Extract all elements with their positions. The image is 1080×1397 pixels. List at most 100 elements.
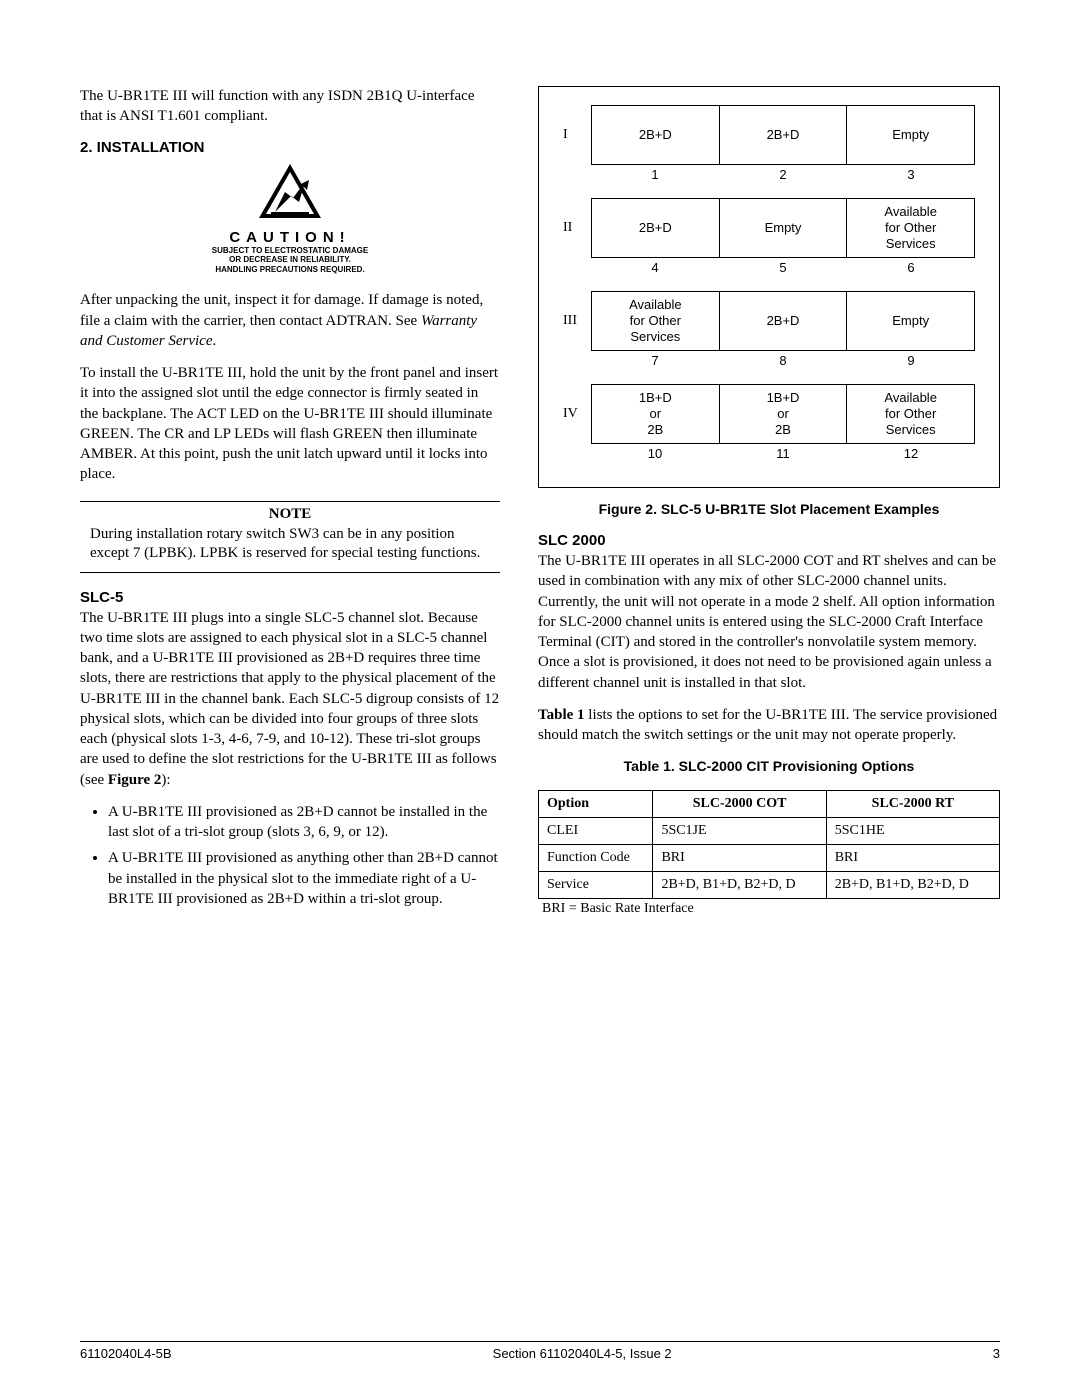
- slot-number: 1: [591, 165, 719, 182]
- table-row: CLEI5SC1JE5SC1HE: [539, 817, 1000, 844]
- document-page: The U-BR1TE III will function with any I…: [0, 0, 1080, 1397]
- footer-section: Section 61102040L4-5, Issue 2: [493, 1346, 672, 1361]
- table-cell: BRI: [826, 844, 999, 871]
- table-1-ref: Table 1: [538, 707, 585, 723]
- slot-cell: Availablefor OtherServices: [847, 199, 974, 257]
- caution-block: CAUTION! SUBJECT TO ELECTROSTATIC DAMAGE…: [80, 162, 500, 275]
- after-unpack-text-b: .: [212, 333, 216, 349]
- slc5-paragraph: The U-BR1TE III plugs into a single SLC-…: [80, 608, 500, 790]
- table-1-intro: Table 1 lists the options to set for the…: [538, 705, 1000, 746]
- slot-cell: Empty: [847, 292, 974, 350]
- slot-row: IV1B+Dor2B1B+Dor2BAvailablefor OtherServ…: [563, 384, 975, 444]
- slot-cell: 1B+Dor2B: [592, 385, 720, 443]
- slot-cell: 2B+D: [592, 199, 720, 257]
- slot-row: I2B+D2B+DEmpty: [563, 105, 975, 165]
- table-cell: Service: [539, 871, 653, 898]
- slot-group: IV1B+Dor2B1B+Dor2BAvailablefor OtherServ…: [563, 384, 975, 461]
- table-header: Option: [539, 790, 653, 817]
- slot-number: 3: [847, 165, 975, 182]
- slot-cell: Availablefor OtherServices: [592, 292, 720, 350]
- table-cell: 2B+D, B1+D, B2+D, D: [653, 871, 826, 898]
- table-row: Service2B+D, B1+D, B2+D, D2B+D, B1+D, B2…: [539, 871, 1000, 898]
- table-cell: 2B+D, B1+D, B2+D, D: [826, 871, 999, 898]
- slot-cell: 2B+D: [720, 106, 848, 164]
- slot-group: I2B+D2B+DEmpty123: [563, 105, 975, 182]
- slc5-figure-ref: Figure 2: [108, 772, 161, 788]
- slc5-restriction-list: A U-BR1TE III provisioned as 2B+D cannot…: [80, 802, 500, 909]
- slot-number-row: 101112: [591, 444, 975, 461]
- left-column: The U-BR1TE III will function with any I…: [80, 86, 500, 917]
- caution-line-2: OR DECREASE IN RELIABILITY.: [80, 255, 500, 265]
- footer-page-number: 3: [993, 1346, 1000, 1361]
- two-column-layout: The U-BR1TE III will function with any I…: [80, 86, 1000, 917]
- slot-number: 7: [591, 351, 719, 368]
- install-procedure-paragraph: To install the U-BR1TE III, hold the uni…: [80, 363, 500, 485]
- slot-cells: 2B+D2B+DEmpty: [591, 105, 975, 165]
- after-unpack-paragraph: After unpacking the unit, inspect it for…: [80, 290, 500, 351]
- list-item: A U-BR1TE III provisioned as 2B+D cannot…: [108, 802, 500, 843]
- slc5-text-a: The U-BR1TE III plugs into a single SLC-…: [80, 610, 499, 788]
- table-header-row: Option SLC-2000 COT SLC-2000 RT: [539, 790, 1000, 817]
- slot-cell: Empty: [720, 199, 848, 257]
- slot-group-roman: I: [563, 105, 591, 165]
- table-cell: Function Code: [539, 844, 653, 871]
- slot-cell: 1B+Dor2B: [720, 385, 848, 443]
- slot-cell: 2B+D: [720, 292, 848, 350]
- footer-doc-number: 61102040L4-5B: [80, 1346, 172, 1361]
- slot-row: IIIAvailablefor OtherServices2B+DEmpty: [563, 291, 975, 351]
- slot-number-row: 456: [591, 258, 975, 275]
- table-footnote: BRI = Basic Rate Interface: [538, 901, 1000, 917]
- figure-2-diagram: I2B+D2B+DEmpty123II2B+DEmptyAvailablefor…: [538, 86, 1000, 488]
- right-column: I2B+D2B+DEmpty123II2B+DEmptyAvailablefor…: [538, 86, 1000, 917]
- table-header: SLC-2000 RT: [826, 790, 999, 817]
- slot-cell: Empty: [847, 106, 974, 164]
- slot-number: 4: [591, 258, 719, 275]
- slc2000-heading: SLC 2000: [538, 532, 1000, 549]
- slot-number: 12: [847, 444, 975, 461]
- intro-paragraph: The U-BR1TE III will function with any I…: [80, 86, 500, 127]
- table-1-caption: Table 1. SLC-2000 CIT Provisioning Optio…: [538, 757, 1000, 775]
- slot-number: 5: [719, 258, 847, 275]
- slot-number: 2: [719, 165, 847, 182]
- slot-group-roman: II: [563, 198, 591, 258]
- slot-number: 11: [719, 444, 847, 461]
- slot-number-row: 123: [591, 165, 975, 182]
- note-title: NOTE: [80, 506, 500, 523]
- caution-line-3: HANDLING PRECAUTIONS REQUIRED.: [80, 265, 500, 275]
- figure-2-caption: Figure 2. SLC-5 U-BR1TE Slot Placement E…: [538, 500, 1000, 518]
- caution-title: CAUTION!: [80, 229, 500, 246]
- page-footer: 61102040L4-5B Section 61102040L4-5, Issu…: [80, 1341, 1000, 1361]
- provisioning-options-table: Option SLC-2000 COT SLC-2000 RT CLEI5SC1…: [538, 790, 1000, 899]
- caution-line-1: SUBJECT TO ELECTROSTATIC DAMAGE: [80, 246, 500, 256]
- slot-number-row: 789: [591, 351, 975, 368]
- esd-caution-icon: [255, 162, 325, 222]
- slot-number: 9: [847, 351, 975, 368]
- slot-group: II2B+DEmptyAvailablefor OtherServices456: [563, 198, 975, 275]
- list-item: A U-BR1TE III provisioned as anything ot…: [108, 848, 500, 909]
- note-body: During installation rotary switch SW3 ca…: [80, 525, 500, 564]
- slot-cell: Availablefor OtherServices: [847, 385, 974, 443]
- slot-number: 8: [719, 351, 847, 368]
- table-cell: 5SC1HE: [826, 817, 999, 844]
- slot-cells: Availablefor OtherServices2B+DEmpty: [591, 291, 975, 351]
- slot-cell: 2B+D: [592, 106, 720, 164]
- slot-group: IIIAvailablefor OtherServices2B+DEmpty78…: [563, 291, 975, 368]
- table-cell: CLEI: [539, 817, 653, 844]
- slot-row: II2B+DEmptyAvailablefor OtherServices: [563, 198, 975, 258]
- table-1-intro-text: lists the options to set for the U-BR1TE…: [538, 707, 997, 743]
- slot-cells: 2B+DEmptyAvailablefor OtherServices: [591, 198, 975, 258]
- slot-number: 6: [847, 258, 975, 275]
- table-row: Function CodeBRIBRI: [539, 844, 1000, 871]
- slc2000-paragraph: The U-BR1TE III operates in all SLC-2000…: [538, 551, 1000, 693]
- table-cell: 5SC1JE: [653, 817, 826, 844]
- table-cell: BRI: [653, 844, 826, 871]
- slc5-heading: SLC-5: [80, 589, 500, 606]
- slot-number: 10: [591, 444, 719, 461]
- slot-cells: 1B+Dor2B1B+Dor2BAvailablefor OtherServic…: [591, 384, 975, 444]
- slot-group-roman: IV: [563, 384, 591, 444]
- note-block: NOTE During installation rotary switch S…: [80, 501, 500, 573]
- slot-group-roman: III: [563, 291, 591, 351]
- table-header: SLC-2000 COT: [653, 790, 826, 817]
- installation-heading: 2. INSTALLATION: [80, 139, 500, 156]
- slc5-text-b: ):: [161, 772, 170, 788]
